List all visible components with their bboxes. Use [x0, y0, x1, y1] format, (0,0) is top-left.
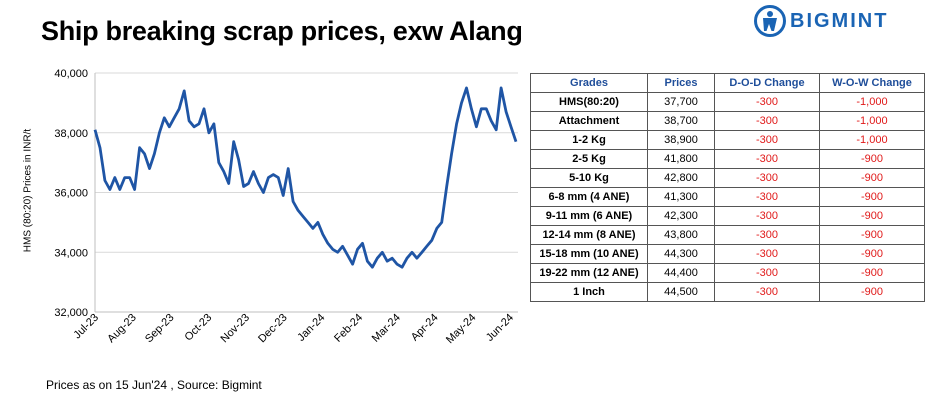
header-grades: Grades [530, 73, 648, 93]
wow-change-cell: -900 [819, 168, 925, 188]
price-cell: 44,500 [647, 282, 715, 302]
table-row: 19-22 mm (12 ANE) 44,400 -300 -900 [530, 263, 925, 283]
table-row: 1-2 Kg 38,900 -300 -1,000 [530, 130, 925, 150]
dod-change-cell: -300 [714, 149, 820, 169]
grades-price-table: Grades Prices D-O-D Change W-O-W Change … [530, 73, 925, 302]
table-row: 9-11 mm (6 ANE) 42,300 -300 -900 [530, 206, 925, 226]
x-tick-label: Jan-24 [295, 312, 327, 344]
header-prices: Prices [647, 73, 715, 93]
x-tick-label: Apr-24 [409, 312, 441, 344]
y-tick-label: 32,000 [54, 307, 88, 319]
x-tick-label: Feb-24 [332, 312, 365, 345]
table-header-row: Grades Prices D-O-D Change W-O-W Change [530, 73, 925, 93]
dod-change-cell: -300 [714, 130, 820, 150]
grade-cell: 15-18 mm (10 ANE) [530, 244, 648, 264]
table-row: 5-10 Kg 42,800 -300 -900 [530, 168, 925, 188]
y-tick-label: 40,000 [54, 68, 88, 80]
x-tick-label: Nov-23 [218, 312, 252, 346]
dod-change-cell: -300 [714, 111, 820, 131]
bigmint-logo-text: BIGMINT [790, 9, 889, 32]
dod-change-cell: -300 [714, 263, 820, 283]
y-tick-label: 34,000 [54, 247, 88, 259]
footer-source-note: Prices as on 15 Jun'24 , Source: Bigmint [46, 378, 262, 392]
bigmint-logo-icon [754, 5, 786, 37]
price-cell: 44,400 [647, 263, 715, 283]
bigmint-logo: BIGMINT [754, 5, 888, 37]
wow-change-cell: -1,000 [819, 92, 925, 112]
x-tick-label: Sep-23 [143, 312, 177, 346]
wow-change-cell: -900 [819, 244, 925, 264]
wow-change-cell: -900 [819, 263, 925, 283]
x-tick-label: Oct-23 [182, 312, 214, 344]
price-cell: 42,300 [647, 206, 715, 226]
grade-cell: 12-14 mm (8 ANE) [530, 225, 648, 245]
header-dod-change: D-O-D Change [714, 73, 820, 93]
table-row: Attachment 38,700 -300 -1,000 [530, 111, 925, 131]
x-tick-label: Mar-24 [370, 312, 403, 345]
dod-change-cell: -300 [714, 92, 820, 112]
x-tick-label: Aug-23 [105, 312, 139, 346]
price-cell: 37,700 [647, 92, 715, 112]
dod-change-cell: -300 [714, 225, 820, 245]
table-row: 15-18 mm (10 ANE) 44,300 -300 -900 [530, 244, 925, 264]
grade-cell: 1-2 Kg [530, 130, 648, 150]
grade-cell: 19-22 mm (12 ANE) [530, 263, 648, 283]
header-wow-change: W-O-W Change [819, 73, 925, 93]
table-row: HMS(80:20) 37,700 -300 -1,000 [530, 92, 925, 112]
wow-change-cell: -900 [819, 282, 925, 302]
grade-cell: 5-10 Kg [530, 168, 648, 188]
y-tick-label: 38,000 [54, 128, 88, 140]
x-tick-label: May-24 [444, 312, 478, 346]
table-row: 2-5 Kg 41,800 -300 -900 [530, 149, 925, 169]
wow-change-cell: -900 [819, 149, 925, 169]
wow-change-cell: -1,000 [819, 130, 925, 150]
table-row: 1 Inch 44,500 -300 -900 [530, 282, 925, 302]
wow-change-cell: -1,000 [819, 111, 925, 131]
wow-change-cell: -900 [819, 225, 925, 245]
grade-cell: 9-11 mm (6 ANE) [530, 206, 648, 226]
dod-change-cell: -300 [714, 244, 820, 264]
grade-cell: HMS(80:20) [530, 92, 648, 112]
dod-change-cell: -300 [714, 187, 820, 207]
grade-cell: 1 Inch [530, 282, 648, 302]
dod-change-cell: -300 [714, 282, 820, 302]
wow-change-cell: -900 [819, 187, 925, 207]
price-cell: 41,800 [647, 149, 715, 169]
price-cell: 38,900 [647, 130, 715, 150]
table-row: 6-8 mm (4 ANE) 41,300 -300 -900 [530, 187, 925, 207]
price-cell: 43,800 [647, 225, 715, 245]
wow-change-cell: -900 [819, 206, 925, 226]
price-series-line [93, 86, 518, 269]
page-title: Ship breaking scrap prices, exw Alang [41, 16, 523, 46]
price-cell: 42,800 [647, 168, 715, 188]
grade-cell: 2-5 Kg [530, 149, 648, 169]
dod-change-cell: -300 [714, 206, 820, 226]
grade-cell: 6-8 mm (4 ANE) [530, 187, 648, 207]
price-cell: 41,300 [647, 187, 715, 207]
x-tick-label: Dec-23 [256, 312, 290, 346]
y-tick-label: 36,000 [54, 188, 88, 200]
x-tick-label: Jun-24 [484, 312, 516, 344]
dod-change-cell: -300 [714, 168, 820, 188]
grade-cell: Attachment [530, 111, 648, 131]
price-cell: 38,700 [647, 111, 715, 131]
table-row: 12-14 mm (8 ANE) 43,800 -300 -900 [530, 225, 925, 245]
price-cell: 44,300 [647, 244, 715, 264]
